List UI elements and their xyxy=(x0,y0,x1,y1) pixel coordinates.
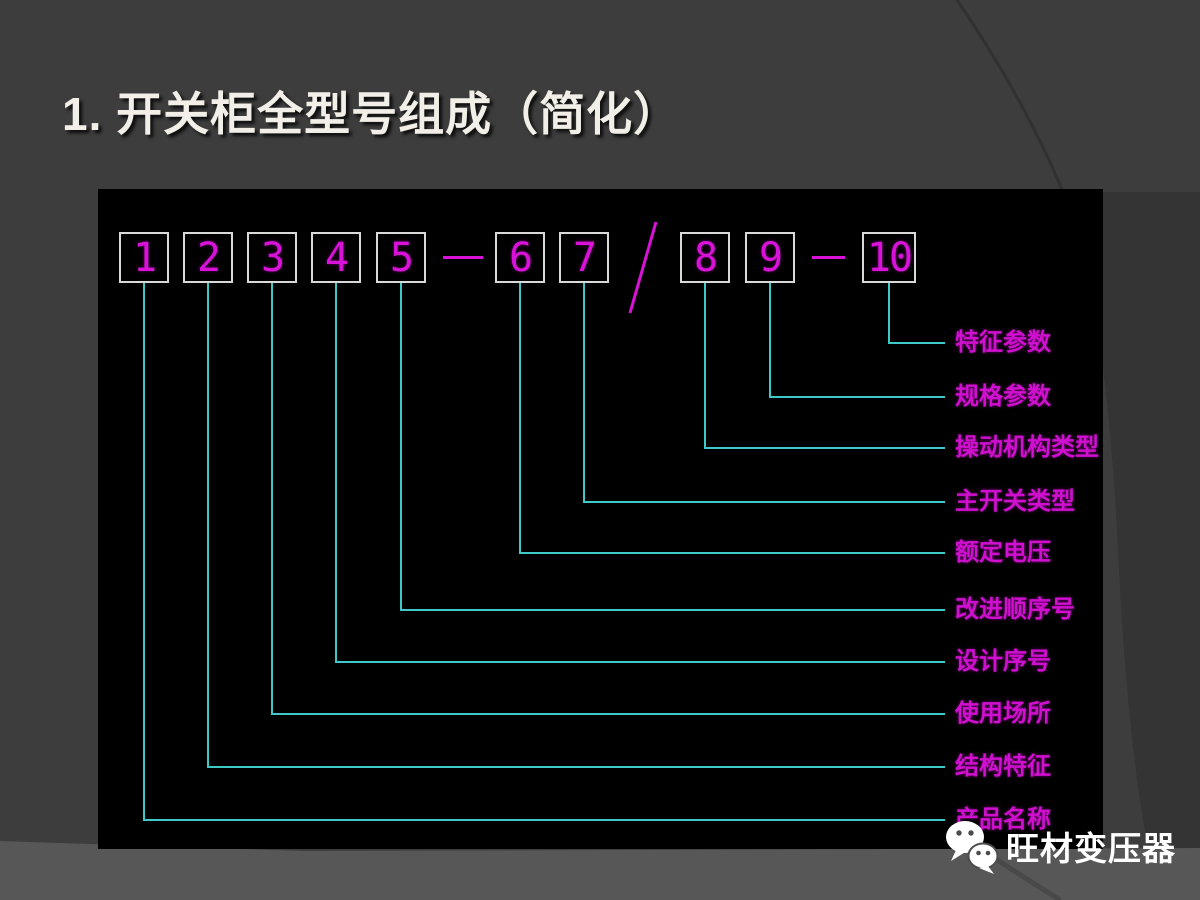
slide-title: 1. 开关柜全型号组成（简化） xyxy=(62,88,681,140)
code-box-number: 6 xyxy=(508,234,533,281)
code-box-8: 8 xyxy=(680,232,730,283)
connector-line-8 xyxy=(704,283,945,449)
watermark: 旺材变压器 xyxy=(944,816,1176,876)
code-box-number: 2 xyxy=(196,234,221,281)
code-label-4: 设计序号 xyxy=(955,648,1051,675)
code-box-4: 4 xyxy=(311,232,361,283)
code-box-2: 2 xyxy=(183,232,233,283)
bg-bottom-strip xyxy=(0,841,1200,900)
connector-line-1 xyxy=(143,283,945,821)
code-label-7: 主开关类型 xyxy=(955,488,1075,515)
code-box-6: 6 xyxy=(495,232,545,283)
code-box-number: 5 xyxy=(389,234,414,281)
code-label-6: 额定电压 xyxy=(955,539,1051,566)
connector-line-10 xyxy=(888,283,945,344)
watermark-text: 旺材变压器 xyxy=(1006,830,1176,867)
wechat-icon xyxy=(946,821,999,874)
code-label-10: 特征参数 xyxy=(955,329,1051,356)
code-box-number: 9 xyxy=(758,234,783,281)
connector-line-5 xyxy=(400,283,945,611)
code-box-5: 5 xyxy=(376,232,426,283)
code-box-10: 10 xyxy=(862,232,916,283)
code-label-3: 使用场所 xyxy=(955,700,1051,727)
code-box-3: 3 xyxy=(247,232,297,283)
separator-slash xyxy=(628,221,658,314)
code-box-number: 7 xyxy=(572,234,597,281)
code-box-number: 10 xyxy=(866,234,913,281)
code-box-9: 9 xyxy=(745,232,795,283)
code-label-5: 改进顺序号 xyxy=(955,596,1075,623)
connector-line-6 xyxy=(519,283,945,554)
code-box-number: 1 xyxy=(132,234,157,281)
connector-line-9 xyxy=(769,283,945,398)
bg-right-dark-region xyxy=(1063,192,1200,848)
code-box-1: 1 xyxy=(119,232,169,283)
diagram-panel: 1 产品名称 2 结构特征 3 使用场所 4 设计序号 5 改进顺序号 6 额定电压 7 主开关类型 8 操动… xyxy=(98,189,1103,849)
code-box-7: 7 xyxy=(559,232,609,283)
code-box-number: 4 xyxy=(324,234,349,281)
code-label-9: 规格参数 xyxy=(955,383,1051,410)
code-box-number: 8 xyxy=(693,234,718,281)
connector-line-4 xyxy=(335,283,945,663)
connector-lines xyxy=(143,221,945,821)
bg-swoosh-curve xyxy=(955,0,1065,193)
code-label-2: 结构特征 xyxy=(955,753,1051,780)
code-box-number: 3 xyxy=(260,234,285,281)
connector-line-3 xyxy=(271,283,945,715)
connector-line-7 xyxy=(583,283,945,503)
code-label-8: 操动机构类型 xyxy=(955,434,1099,461)
connector-line-2 xyxy=(207,283,945,768)
